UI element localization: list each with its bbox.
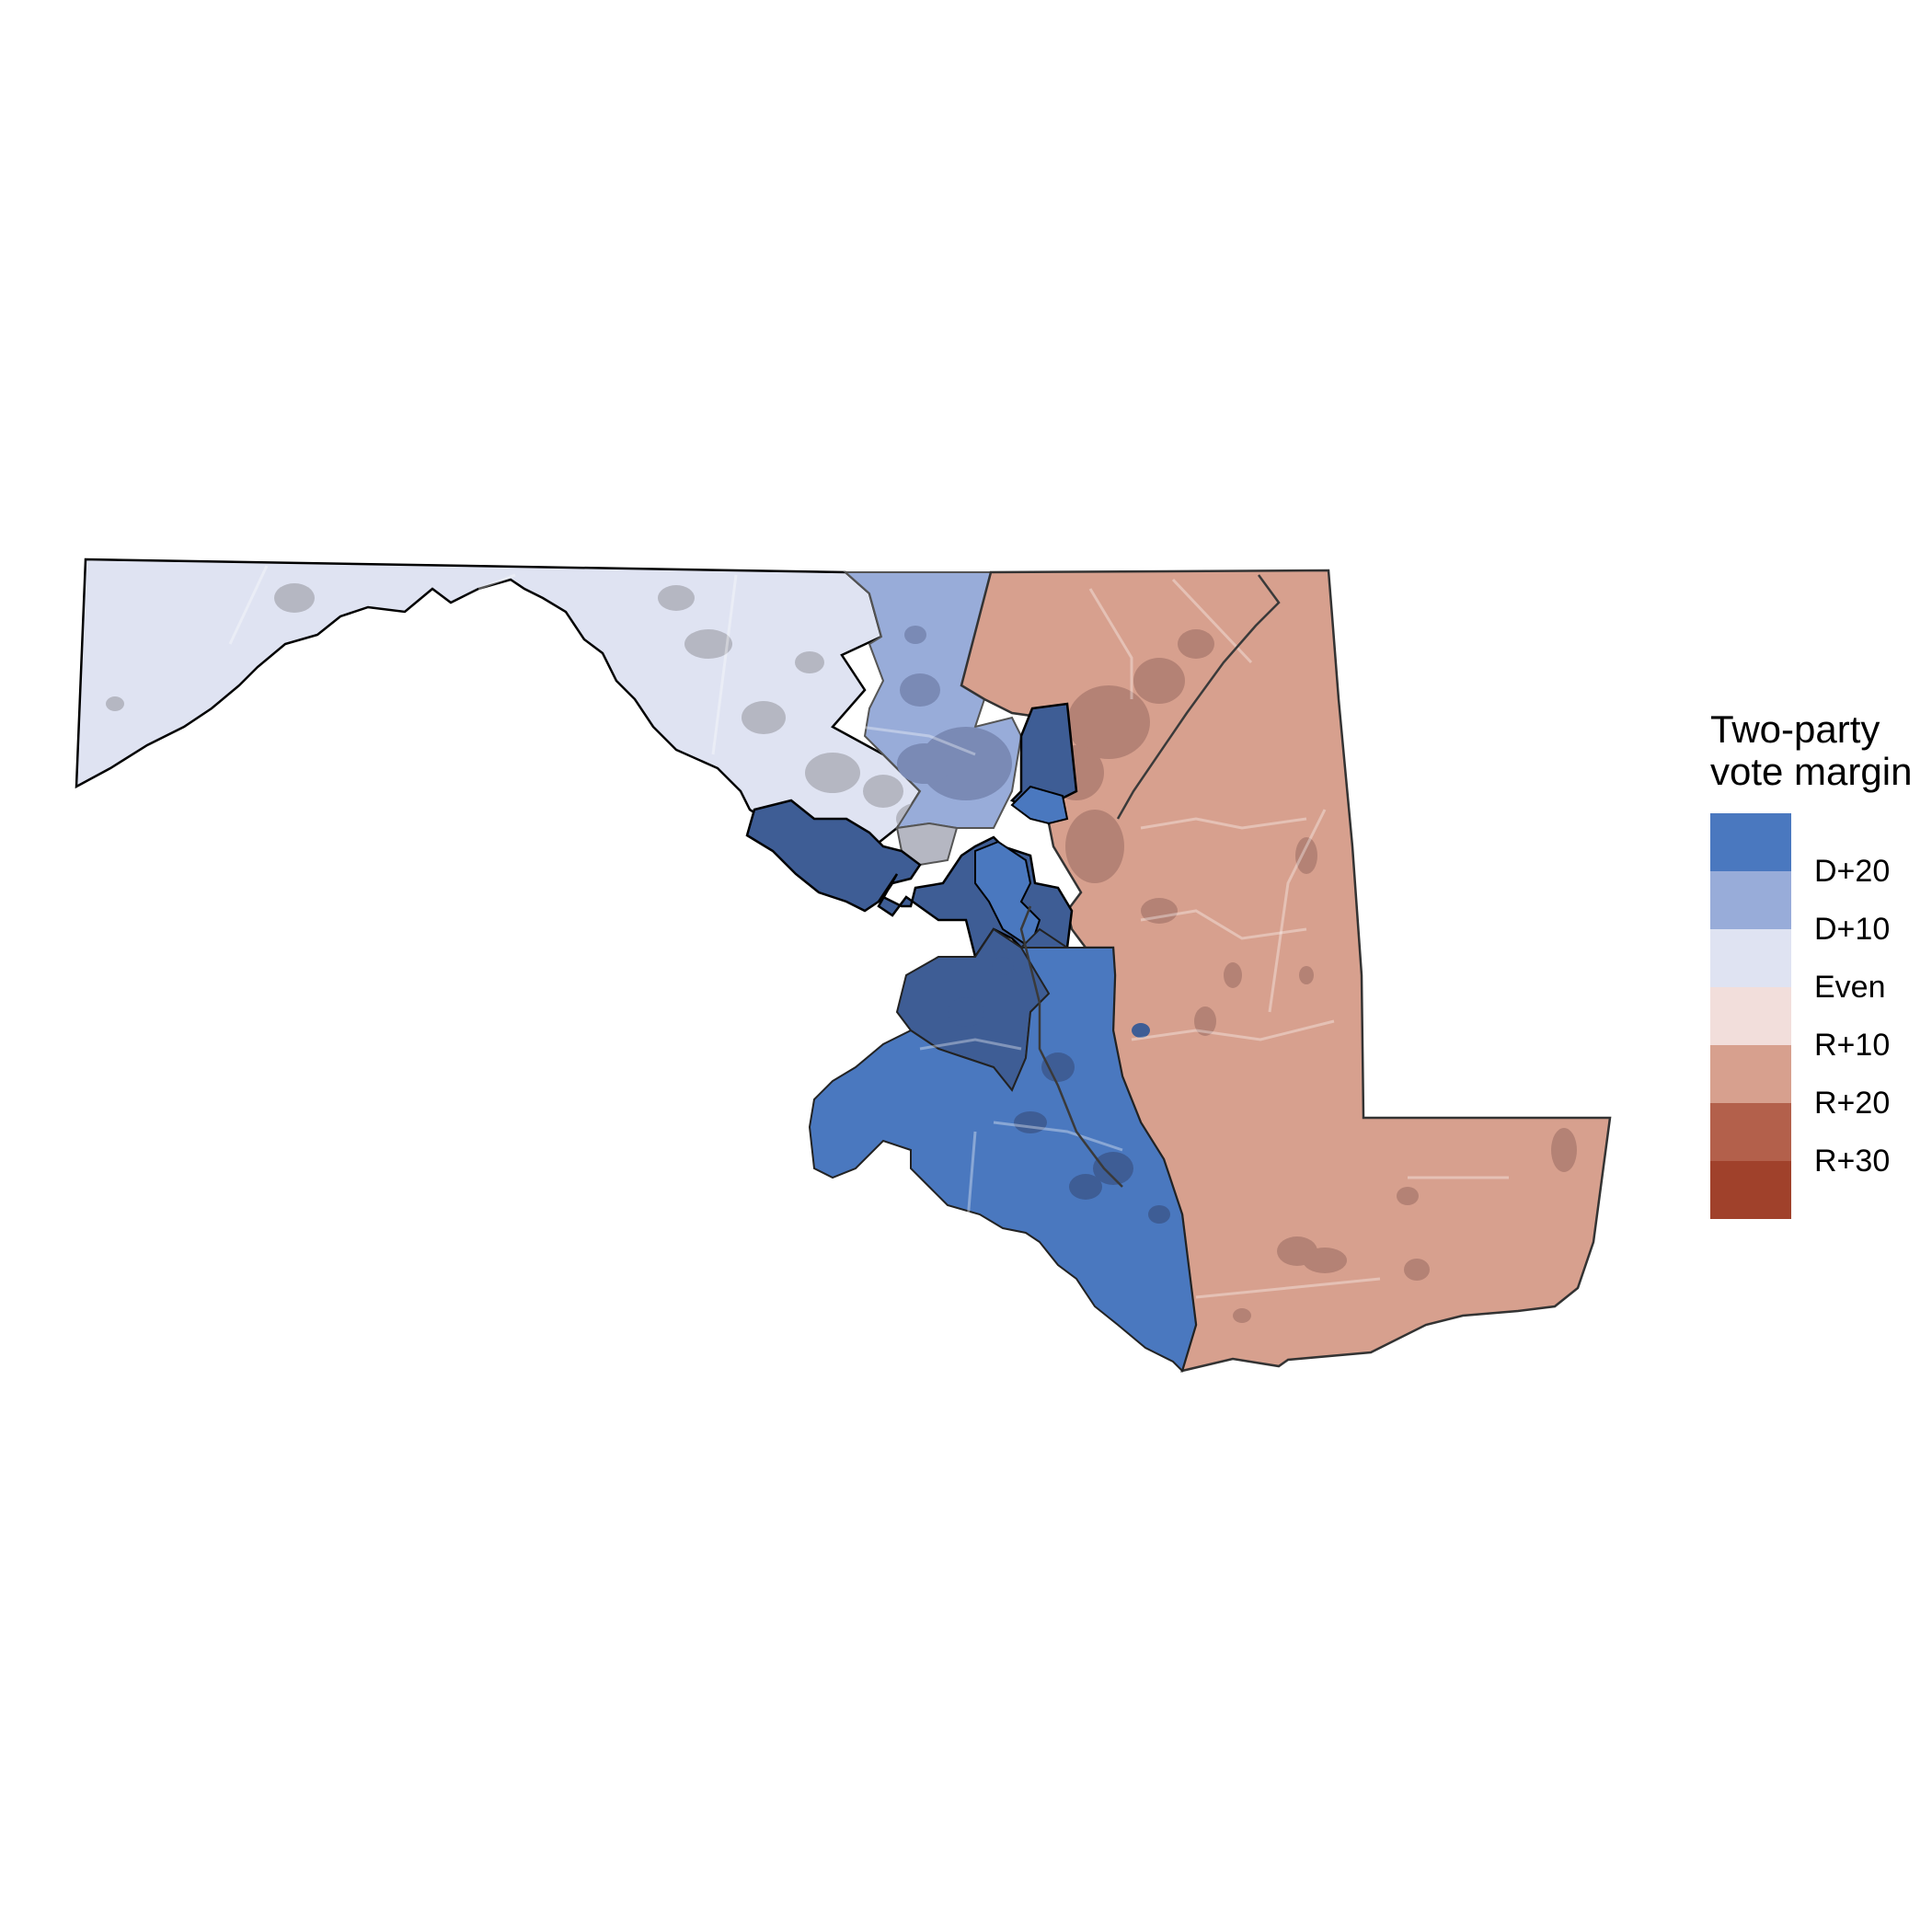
legend-swatch	[1710, 929, 1791, 987]
north-urban-areas	[897, 626, 1012, 800]
legend-title: Two-party vote margin	[1710, 708, 1912, 793]
legend-label: D+10	[1814, 912, 1891, 947]
legend-title-line2: vote margin	[1710, 750, 1913, 793]
legend-swatch	[1710, 871, 1791, 929]
legend-label: R+20	[1814, 1086, 1891, 1121]
legend-label: D+20	[1814, 854, 1891, 889]
legend-label: R+30	[1814, 1144, 1891, 1179]
district-annapolis-north	[1010, 785, 1069, 825]
legend-label: Even	[1814, 970, 1886, 1005]
legend-swatch	[1710, 1045, 1791, 1103]
legend-swatch	[1710, 987, 1791, 1045]
legend-swatch	[1710, 1161, 1791, 1219]
legend-swatch	[1710, 1103, 1791, 1161]
southern-urban-areas	[948, 957, 1170, 1224]
county-boundaries	[228, 565, 1509, 1299]
legend-title-line1: Two-party	[1710, 707, 1880, 751]
eastern-urban-areas	[1049, 629, 1577, 1323]
district-lines	[1019, 574, 1281, 1188]
legend-label: R+10	[1814, 1028, 1891, 1063]
district-southern-maryland	[808, 947, 1198, 1373]
district-baltimore-west	[745, 799, 1074, 960]
legend-swatch	[1710, 813, 1791, 871]
